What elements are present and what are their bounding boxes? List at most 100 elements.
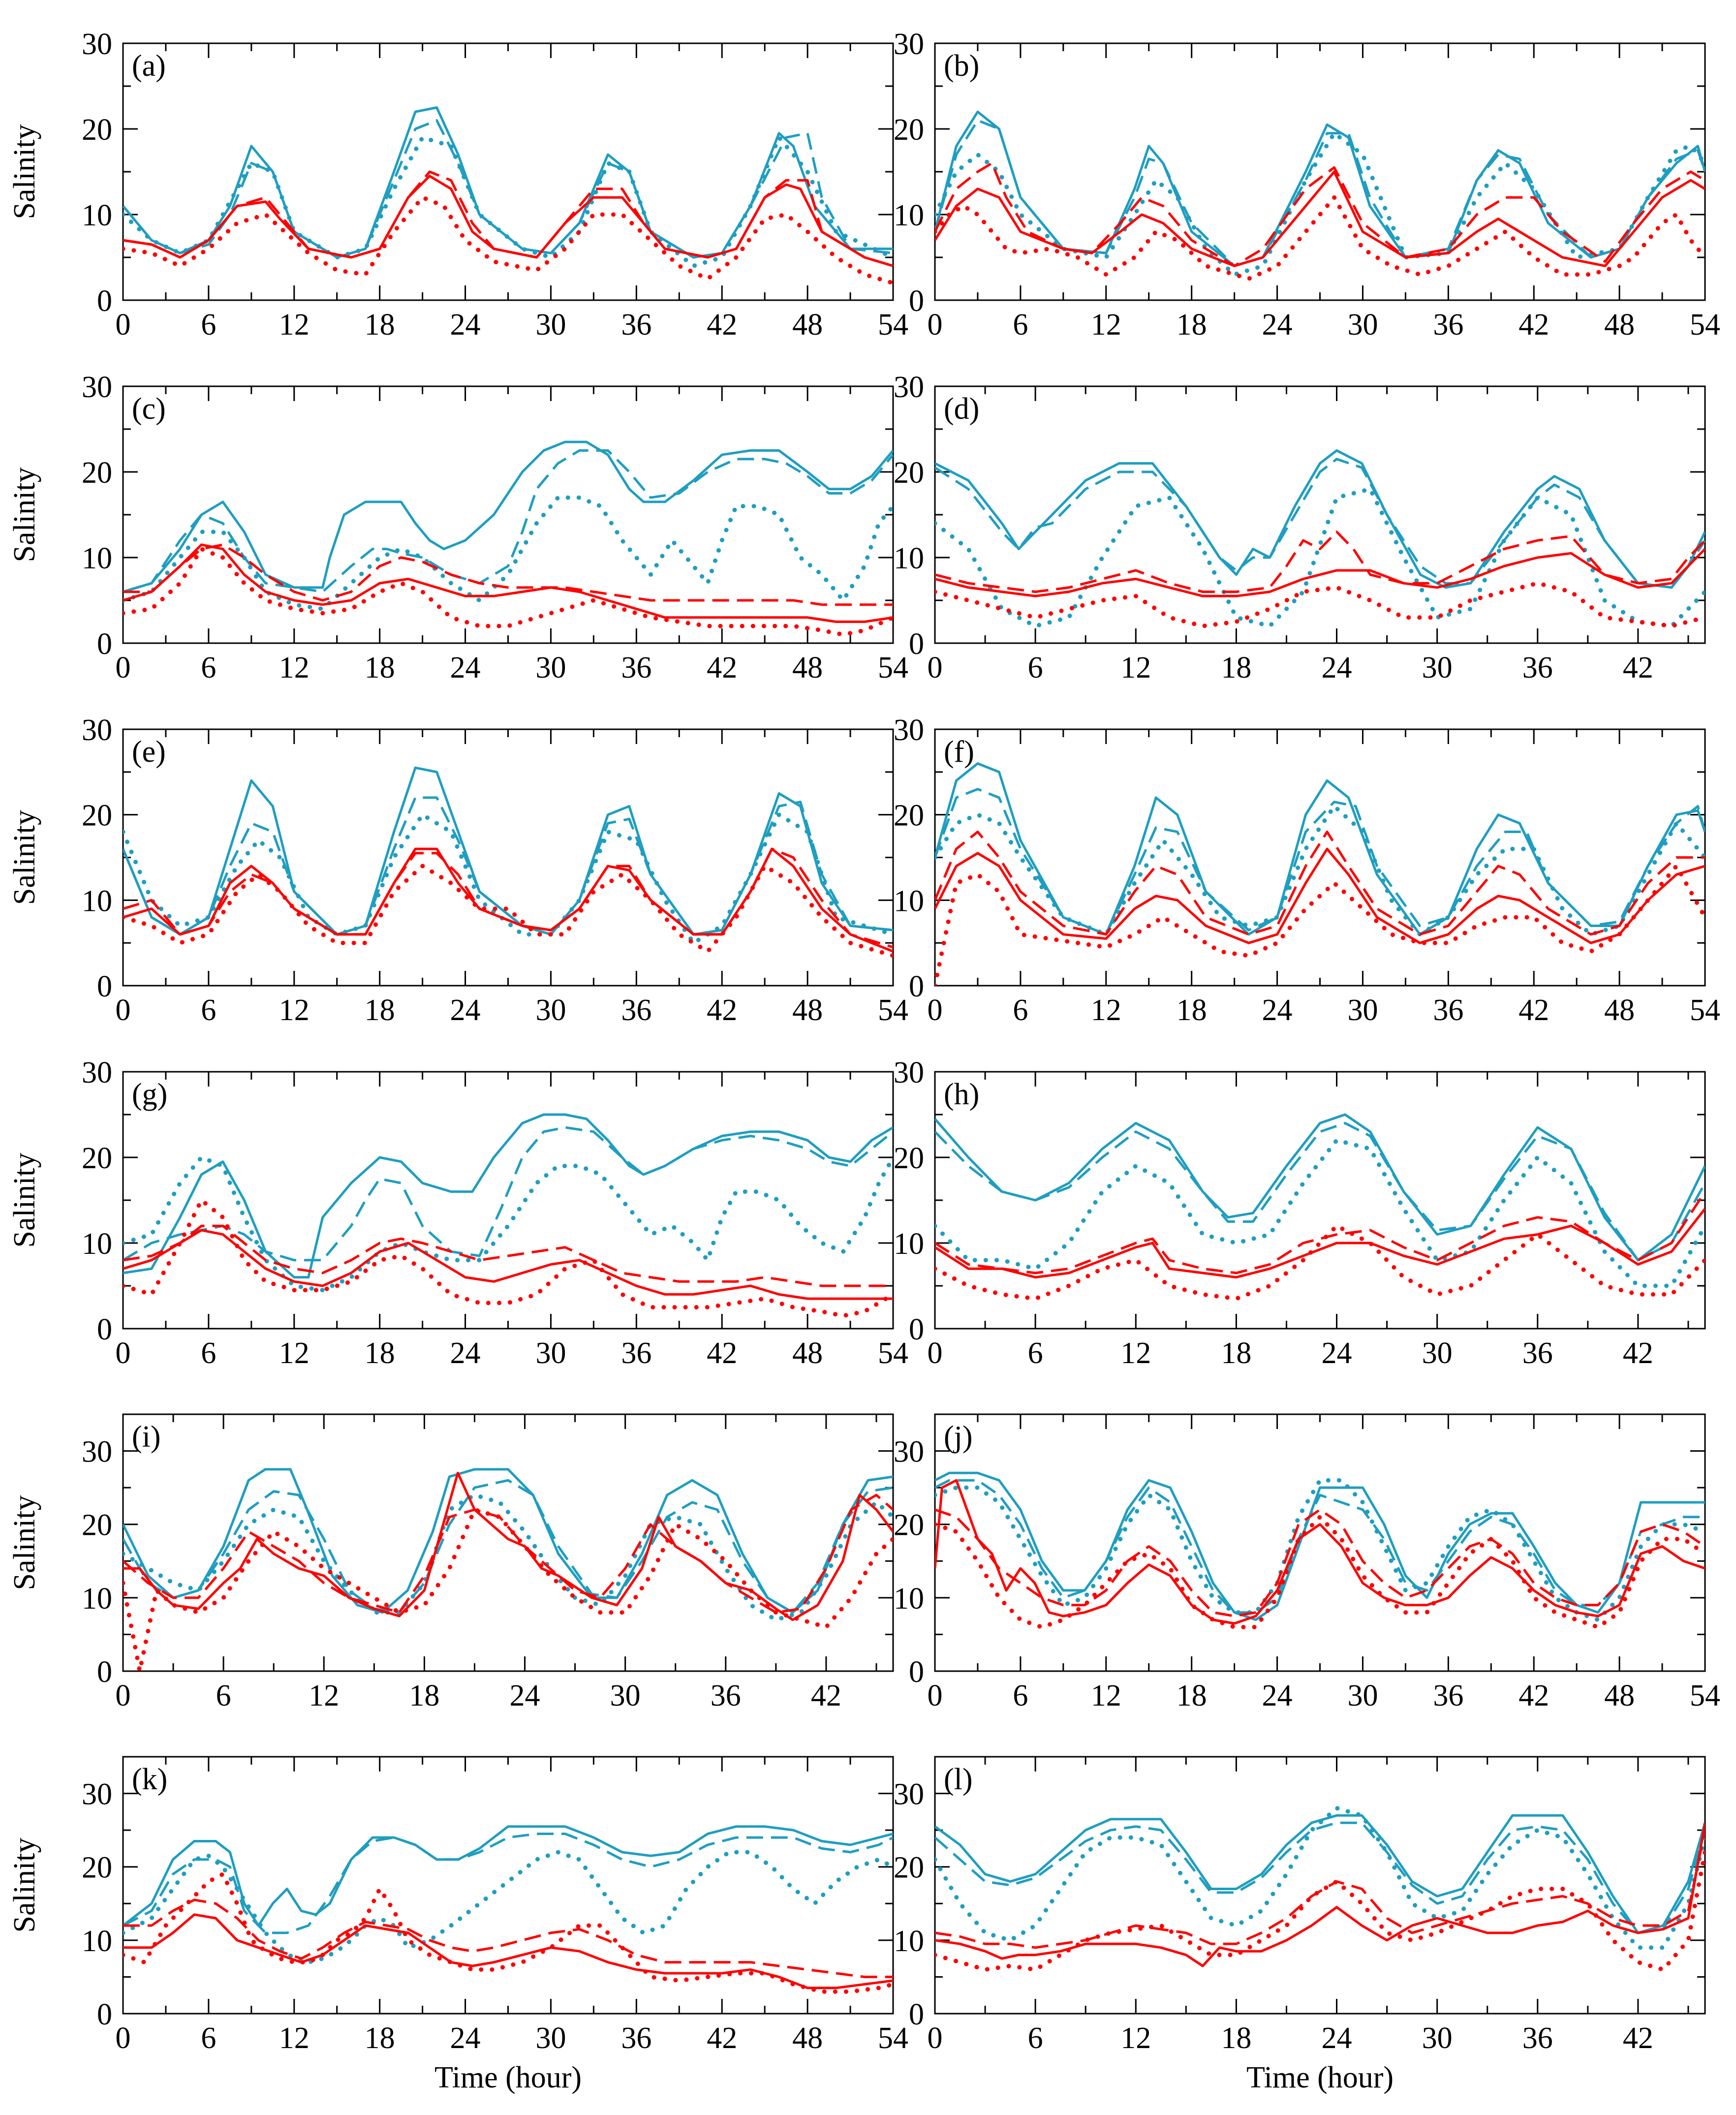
y-tick-label: 10 (82, 1227, 112, 1261)
x-tick-label: 30 (535, 1337, 566, 1370)
x-tick-label: 0 (116, 1337, 131, 1370)
series-blue-dashed (935, 1121, 1705, 1262)
x-tick-label: 12 (279, 2022, 310, 2055)
x-tick-label: 0 (116, 1679, 131, 1712)
y-tick-label: 30 (82, 1435, 112, 1469)
x-tick-label: 6 (216, 1679, 231, 1712)
x-tick-label: 6 (1013, 1679, 1028, 1712)
series-blue-dashed (123, 1479, 893, 1614)
y-axis-title: Salinity (8, 1838, 41, 1933)
x-tick-label: 24 (450, 651, 481, 684)
series-blue-dotted (935, 804, 1705, 937)
y-tick-label: 10 (82, 1925, 112, 1958)
series-red-dashed (123, 170, 893, 267)
x-tick-label: 54 (1690, 994, 1720, 1027)
x-tick-label: 42 (811, 1679, 841, 1712)
x-tick-label: 12 (1120, 2022, 1151, 2055)
series-blue-dashed (935, 788, 1705, 936)
x-tick-label: 6 (201, 651, 216, 684)
x-tick-label: 24 (510, 1679, 540, 1712)
plot-frame (934, 1756, 1706, 2015)
series-red-dotted (123, 1198, 893, 1318)
x-tick-label: 54 (878, 308, 908, 342)
y-tick-label: 0 (909, 970, 924, 1003)
y-tick-label: 30 (82, 28, 112, 61)
series-blue-solid (935, 1113, 1705, 1262)
y-tick-label: 30 (894, 28, 924, 61)
series-red-dashed (935, 1508, 1705, 1617)
y-tick-label: 30 (894, 1778, 924, 1811)
series-group (123, 440, 893, 637)
y-axis-title: Salinity (8, 1153, 41, 1248)
series-blue-solid (123, 1468, 893, 1614)
x-tick-label: 24 (1322, 2022, 1352, 2055)
x-tick-label: 54 (878, 651, 908, 684)
x-tick-label: 48 (792, 1337, 823, 1370)
x-tick-label: 48 (1604, 308, 1635, 342)
x-tick-label: 0 (928, 2022, 943, 2055)
x-tick-label: 12 (1120, 1337, 1151, 1370)
x-tick-label: 0 (928, 1337, 943, 1370)
y-tick-label: 10 (894, 1582, 924, 1616)
y-tick-label: 0 (97, 1313, 112, 1346)
y-tick-label: 10 (82, 199, 112, 232)
x-tick-label: 36 (1522, 1337, 1553, 1370)
x-tick-label: 6 (201, 994, 216, 1027)
y-tick-label: 10 (894, 1925, 924, 1958)
x-tick-label: 42 (707, 308, 737, 342)
panel-label: (b) (944, 49, 979, 83)
x-tick-label: 54 (1690, 308, 1720, 342)
series-red-dotted (935, 195, 1705, 281)
y-tick-label: 30 (894, 1056, 924, 1089)
x-tick-label: 36 (1433, 308, 1463, 342)
y-tick-label: 0 (97, 1655, 112, 1689)
x-tick-label: 42 (1519, 308, 1549, 342)
series-blue-dotted (123, 135, 893, 268)
panel-l: 0 6 12 18 24 30 36 42 0 10 20 30 Time (hour) (l) (894, 1756, 1706, 2094)
x-tick-label: 36 (621, 308, 651, 342)
y-tick-label: 20 (894, 799, 924, 833)
x-tick-label: 24 (1262, 1679, 1293, 1712)
series-blue-dotted (123, 812, 893, 945)
x-tick-label: 30 (1347, 308, 1378, 342)
panel-label: (j) (944, 1420, 973, 1454)
series-blue-dotted (123, 1155, 893, 1293)
panel-d: 0 6 12 18 24 30 36 42 0 10 20 30 (d) (894, 371, 1706, 684)
y-tick-label: 10 (894, 884, 924, 918)
x-tick-label: 48 (1604, 1679, 1635, 1712)
y-tick-label: 20 (82, 1509, 112, 1542)
x-tick-label: 18 (409, 1679, 439, 1712)
series-group (123, 106, 893, 285)
x-tick-label: 18 (1177, 1679, 1207, 1712)
x-tick-label: 36 (1522, 651, 1553, 684)
x-tick-label: 6 (201, 2022, 216, 2055)
panel-c: 0 6 12 18 24 30 36 42 48 54 0 10 20 30 Salinity (c) (8, 371, 908, 684)
x-tick-label: 48 (792, 651, 823, 684)
series-group (935, 1471, 1705, 1629)
y-tick-label: 10 (82, 884, 112, 918)
series-red-dotted (123, 864, 893, 958)
y-tick-label: 30 (82, 1778, 112, 1811)
x-tick-label: 36 (621, 1337, 651, 1370)
x-tick-label: 42 (1623, 2022, 1653, 2055)
series-red-solid (935, 1479, 1705, 1625)
panel-g: 0 6 12 18 24 30 36 42 48 54 0 10 20 30 Salinity (g) (8, 1056, 908, 1370)
y-tick-label: 0 (909, 1655, 924, 1689)
x-tick-label: 24 (450, 1337, 481, 1370)
y-tick-label: 10 (894, 542, 924, 575)
plot-frame (122, 385, 894, 644)
series-blue-dashed (123, 119, 893, 259)
series-blue-dashed (935, 119, 1705, 267)
x-tick-label: 24 (1322, 651, 1352, 684)
series-red-dotted (123, 1507, 893, 1671)
x-tick-label: 42 (1623, 1337, 1653, 1370)
x-tick-label: 36 (1433, 1679, 1463, 1712)
series-blue-dashed (935, 1479, 1705, 1614)
y-tick-label: 20 (894, 456, 924, 490)
x-tick-label: 18 (1221, 1337, 1251, 1370)
panel-label: (h) (944, 1078, 979, 1111)
x-tick-label: 6 (1013, 994, 1028, 1027)
series-blue-solid (123, 1113, 893, 1279)
x-tick-label: 36 (711, 1679, 741, 1712)
